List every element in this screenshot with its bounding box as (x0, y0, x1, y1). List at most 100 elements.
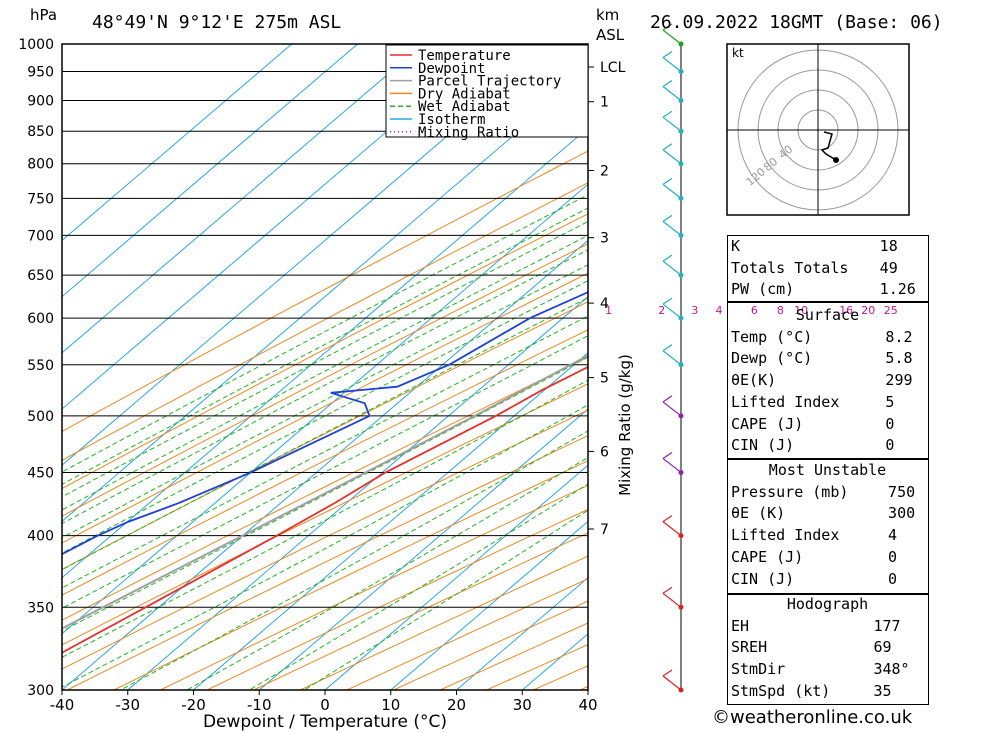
pressure-tick-label: 450 (27, 465, 54, 481)
height-unit-km: km (596, 6, 619, 24)
wind-barb (662, 183, 682, 199)
pw-label: PW (cm) (731, 280, 795, 299)
wind-barb (662, 86, 682, 102)
eh-label: EH (731, 616, 750, 635)
wind-barb (662, 116, 682, 132)
hodo-title: Hodograph (786, 595, 869, 613)
hodograph-indices-table: Hodograph EH 177 SREH 69 StmDir 348° StmSpd… (727, 594, 928, 703)
x-tick-label: -40 (50, 696, 75, 714)
height-label: 2 (600, 163, 609, 179)
profile-lines (62, 291, 588, 654)
isotherm-line (62, 183, 588, 635)
x-tick-label: -20 (181, 696, 206, 714)
wind-barb-flag (662, 254, 673, 262)
height-label: 6 (600, 444, 609, 460)
legend-entry: Wet Adiabat (418, 99, 511, 115)
wind-barb-flag (662, 297, 673, 305)
height-label: 5 (600, 371, 609, 387)
wind-barb (662, 220, 682, 236)
wind-barb (662, 260, 682, 276)
mixing-ratio-label: 4 (716, 304, 723, 317)
pressure-tick-label: 950 (27, 65, 54, 81)
surface-cape-value: 0 (885, 414, 895, 433)
footer-copyright[interactable]: ©weatheronline.co.uk (712, 707, 913, 728)
parcel-trajectory (62, 354, 588, 630)
k-value: 18 (879, 237, 898, 255)
dry-adiabat-line (113, 460, 588, 690)
tt-label: Totals Totals (731, 258, 849, 277)
isotherm-line (127, 295, 588, 690)
mu-li-value: 4 (888, 526, 898, 545)
x-tick-label: 30 (513, 696, 532, 714)
wind-barb-flag (662, 214, 673, 222)
surface-cin-label: CIN (J) (731, 436, 795, 455)
x-axis-title: Dewpoint / Temperature (°C) (203, 712, 447, 732)
legend-entry: Mixing Ratio (418, 125, 519, 141)
indices-box (727, 235, 929, 302)
legend-entry: Parcel Trajectory (418, 74, 561, 90)
wet-adiabat-line (62, 280, 588, 554)
pressure-tick-label: 850 (27, 124, 54, 140)
surface-li-value: 5 (885, 392, 895, 411)
pressure-tick-label: 650 (27, 268, 54, 284)
isotherm-line (62, 239, 588, 690)
wind-barb-flag (662, 23, 673, 31)
axis-labels: 3003504004505005506006507007508008509009… (18, 37, 597, 714)
mu-cin-label: CIN (J) (731, 569, 795, 588)
wind-barb-flag (662, 110, 673, 118)
height-label: 4 (600, 296, 609, 312)
isotherm-line (258, 408, 588, 690)
surface-theta-label: θE(K) (731, 371, 777, 390)
pressure-tick-label: 500 (27, 409, 54, 425)
pressure-tick-label: 700 (27, 228, 54, 244)
wind-barb-flag (662, 395, 673, 403)
mu-li-label: Lifted Index (731, 526, 840, 545)
pressure-tick-label: 600 (27, 311, 54, 327)
wind-barb-flag (662, 586, 673, 594)
height-label: LCL (600, 60, 626, 76)
legend-entry: Isotherm (418, 112, 485, 128)
isotherm-line (62, 44, 490, 410)
wind-barb-flag (662, 515, 673, 523)
mixing-ratio-label: 25 (884, 304, 898, 317)
mixing-ratio-label: 16 (839, 304, 853, 317)
wind-barb (662, 57, 682, 72)
mu-cape-value: 0 (888, 547, 898, 566)
wind-barb-flag (662, 80, 673, 88)
surface-dewp-value: 5.8 (885, 349, 913, 368)
legend-entry: Dewpoint (418, 61, 485, 77)
surface-temp-value: 8.2 (885, 327, 913, 346)
wind-barb-flag (662, 669, 673, 677)
pressure-tick-label: 400 (27, 529, 54, 545)
height-unit-asl: ASL (596, 26, 625, 44)
dry-adiabat-line (62, 409, 588, 670)
wet-adiabat-line (62, 356, 588, 632)
hodograph-unit: kt (732, 46, 744, 60)
wind-barb-flag (662, 51, 673, 59)
height-label: 3 (600, 231, 609, 247)
legend-entry: Temperature (418, 48, 511, 64)
mu-theta-label: θE (K) (731, 504, 786, 523)
pressure-tick-label: 750 (27, 191, 54, 207)
wind-barb-flag (662, 143, 673, 151)
surface-box (727, 302, 929, 459)
stmdir-value: 348° (873, 660, 910, 679)
dry-adiabat-line (160, 484, 588, 690)
surface-title: Surface (795, 306, 860, 324)
tt-value: 49 (879, 258, 898, 277)
isotherm-line (62, 44, 358, 298)
wind-barb (662, 457, 682, 473)
surface-li-label: Lifted Index (731, 392, 840, 411)
dry-adiabat-line (206, 508, 588, 690)
isotherm-line (62, 127, 588, 579)
height-label: 7 (600, 522, 609, 538)
pressure-tick-label: 900 (27, 94, 54, 110)
mixing-ratio-label: 20 (861, 304, 875, 317)
stmspd-value: 35 (873, 681, 892, 700)
dry-adiabat-line (62, 383, 588, 646)
mu-theta-value: 300 (888, 504, 916, 523)
storm-motion-marker (833, 157, 839, 163)
